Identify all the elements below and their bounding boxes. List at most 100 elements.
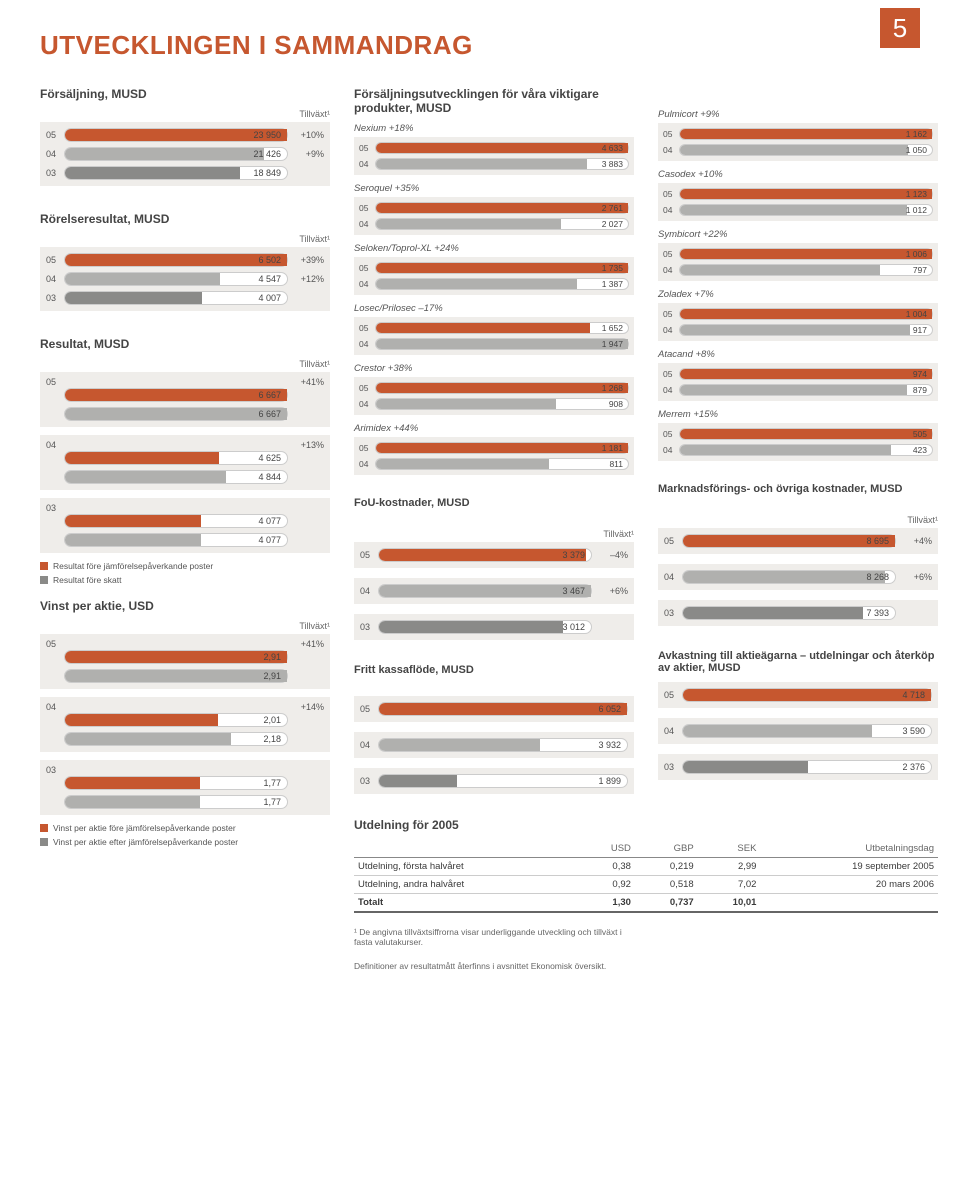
bar-row: 041 050 — [663, 143, 933, 157]
bar-year: 05 — [46, 255, 64, 265]
bar-row: 051 004 — [663, 307, 933, 321]
operating-title: Rörelseresultat, MUSD — [40, 212, 330, 226]
bar-value: 8 268 — [866, 572, 889, 582]
left-column: Försäljning, MUSD Tillväxt¹ 0523 950+10%… — [40, 87, 330, 971]
bar-fill — [379, 585, 591, 597]
bar-fill — [65, 148, 264, 160]
bar-value: 6 052 — [598, 704, 621, 714]
bar-fill — [379, 549, 586, 561]
bar-track: 2,91 — [64, 669, 288, 683]
product-chart: 051 00604797 — [658, 243, 938, 281]
table-header: USD — [579, 840, 634, 858]
returns-title: Avkastning till aktieägarna – utdelninga… — [658, 650, 938, 676]
bar-fill — [683, 725, 872, 737]
legend-item: Resultat före jämförelsepåverkande poste… — [40, 561, 330, 571]
product-title: Seroquel +35% — [354, 183, 634, 194]
bar-fill — [683, 607, 863, 619]
sales-chart: 0523 950+10% 0421 426+9% 0318 849 — [40, 122, 330, 186]
bar-year: 05 — [46, 377, 64, 387]
product-title: Casodex +10% — [658, 169, 938, 180]
bar-row: 044 547+12% — [46, 271, 324, 287]
bar-value: 6 667 — [258, 409, 281, 419]
bar-row: 042 027 — [359, 217, 629, 231]
bar-row: 0318 849 — [46, 165, 324, 181]
bar-track: 1,77 — [64, 776, 288, 790]
bar-fill — [683, 761, 808, 773]
bar-year: 05 — [664, 536, 682, 546]
growth-label: Tillväxt¹ — [40, 234, 330, 244]
fou-chart: 053 379–4%043 467+6%033 012 — [354, 542, 634, 640]
bar-row: 04917 — [663, 323, 933, 337]
bar-fill — [683, 535, 895, 547]
bar-row: 05505 — [663, 427, 933, 441]
bar-row: 04908 — [359, 397, 629, 411]
bar-track: 21 426 — [64, 147, 288, 161]
product-chart: 052 761042 027 — [354, 197, 634, 235]
product-title: Merrem +15% — [658, 409, 938, 420]
result-title: Resultat, MUSD — [40, 337, 330, 351]
bar-group: 031,771,77 — [40, 760, 330, 815]
operating-chart: 056 502+39%044 547+12%034 007 — [40, 247, 330, 311]
bar-row: 2,91 — [46, 649, 324, 665]
product-title: Losec/Prilosec –17% — [354, 303, 634, 314]
bar-row: 04811 — [359, 457, 629, 471]
bar-row: 037 393 — [664, 605, 932, 621]
eps-title: Vinst per aktie, USD — [40, 599, 330, 613]
sales-title: Försäljning, MUSD — [40, 87, 330, 101]
page-number: 5 — [880, 8, 920, 48]
bar-value: 6 502 — [258, 255, 281, 265]
bar-growth — [288, 503, 324, 513]
bar-value: 2 376 — [902, 762, 925, 772]
bar-growth: +12% — [288, 274, 324, 284]
footnote-1: ¹ De angivna tillväxtsiffrorna visar und… — [354, 927, 634, 947]
bar-track: 6 667 — [64, 407, 288, 421]
result-chart: Tillväxt¹05+41%6 6676 66704+13%4 6254 84… — [40, 359, 330, 553]
bar-row: 043 467+6% — [360, 583, 628, 599]
legend-swatch — [40, 562, 48, 570]
bar-value: 23 950 — [253, 130, 281, 140]
bar-value: 3 467 — [562, 586, 585, 596]
growth-label: Tillväxt¹ — [40, 109, 330, 119]
products-right-list: Pulmicort +9%051 162041 050Casodex +10%0… — [658, 109, 938, 461]
eps-chart: Tillväxt¹05+41%2,912,9104+14%2,012,18031… — [40, 621, 330, 815]
bar-growth: –4% — [592, 550, 628, 560]
bar-fill — [379, 775, 457, 787]
bar-value: 4 625 — [258, 453, 281, 463]
bar-fill — [683, 689, 931, 701]
bar-row: 043 883 — [359, 157, 629, 171]
bar-row: 056 502+39% — [46, 252, 324, 268]
bar-track: 2,01 — [64, 713, 288, 727]
growth-label: Tillväxt¹ — [658, 515, 938, 525]
bar-value: 2,18 — [263, 734, 281, 744]
footnote-2: Definitioner av resultatmått återfinns i… — [354, 961, 634, 971]
bar-value: 6 667 — [258, 390, 281, 400]
bar-row: 2,18 — [46, 731, 324, 747]
bar-value: 2,91 — [263, 652, 281, 662]
product-title: Seloken/Toprol-XL +24% — [354, 243, 634, 254]
bar-row: 0523 950+10% — [46, 127, 324, 143]
returns-chart: 054 718043 590032 376 — [658, 682, 938, 780]
bar-row: 053 379–4% — [360, 547, 628, 563]
bar-row: 4 077 — [46, 532, 324, 548]
legend-swatch — [40, 838, 48, 846]
bar-row: 054 718 — [664, 687, 932, 703]
bar-year: 03 — [46, 293, 64, 303]
product-title: Atacand +8% — [658, 349, 938, 360]
bar-row: 04423 — [663, 443, 933, 457]
cashflow-title: Fritt kassaflöde, MUSD — [354, 664, 634, 690]
bar-row: 048 268+6% — [664, 569, 932, 585]
bar-track: 3 932 — [378, 738, 628, 752]
fou-title: FoU-kostnader, MUSD — [354, 497, 634, 523]
bar-value: 7 393 — [866, 608, 889, 618]
right-column: Pulmicort +9%051 162041 050Casodex +10%0… — [658, 87, 938, 971]
bar-row: 051 181 — [359, 441, 629, 455]
bar-row: 051 735 — [359, 261, 629, 275]
bar-row: 043 932 — [360, 737, 628, 753]
bar-row: 054 633 — [359, 141, 629, 155]
bar-fill — [65, 167, 240, 179]
result-legend: Resultat före jämförelsepåverkande poste… — [40, 561, 330, 585]
bar-track: 8 268 — [682, 570, 896, 584]
bar-row: 0421 426+9% — [46, 146, 324, 162]
legend-swatch — [40, 824, 48, 832]
bar-year: 04 — [46, 702, 64, 712]
